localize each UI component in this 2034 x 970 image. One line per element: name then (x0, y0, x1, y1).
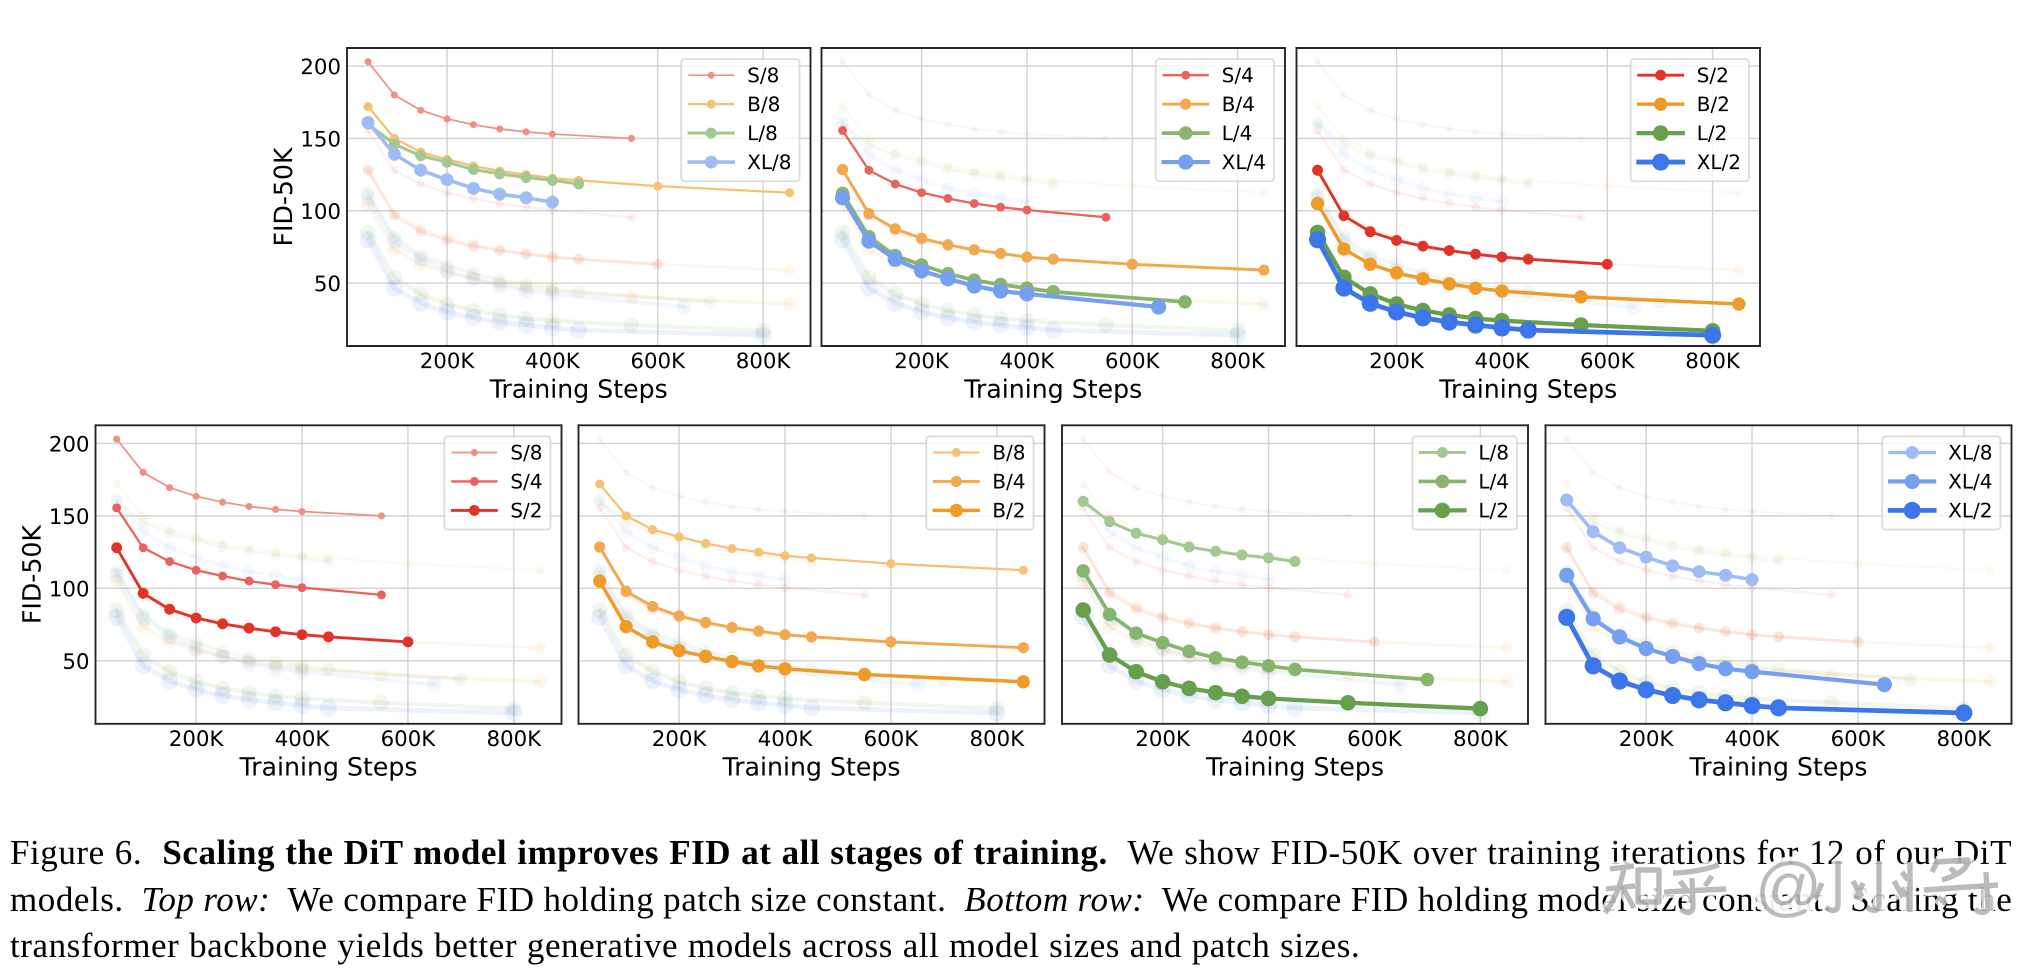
svg-text:@: @ (1755, 856, 1822, 923)
svg-text:@: @ (1755, 856, 1822, 923)
